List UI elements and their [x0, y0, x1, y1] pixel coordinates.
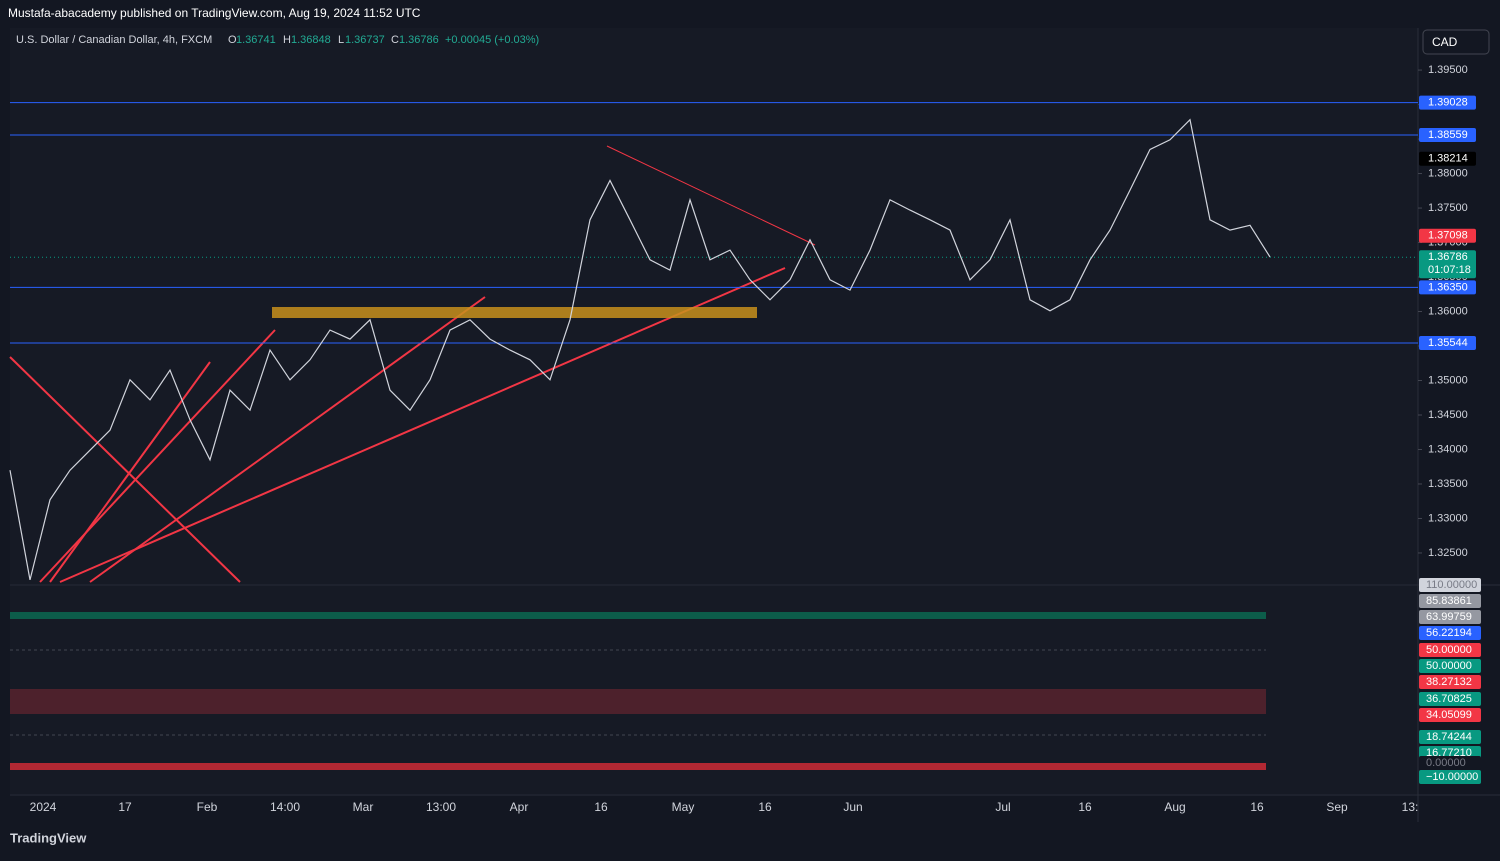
last-price-badge-label: 1.36786: [1428, 251, 1468, 263]
oscillator-badge: [1419, 708, 1481, 722]
supply-zone: [272, 307, 757, 318]
x-tick-label: Sep: [1326, 800, 1348, 814]
oscillator-label: 110.00000: [1426, 579, 1477, 591]
price-pane: [10, 28, 1418, 584]
oscillator-label: 63.99759: [1426, 611, 1472, 623]
oscillator-label: 56.22194: [1426, 627, 1472, 639]
y-tick-label: 1.39500: [1428, 64, 1468, 76]
y-tick-label: 1.35000: [1428, 374, 1468, 386]
oscillator-badge: [1419, 730, 1481, 744]
price-badge: [1419, 151, 1476, 166]
price-badge: [1419, 228, 1476, 243]
y-tick-label: 1.38000: [1428, 167, 1468, 179]
oscillator-label: 50.00000: [1426, 644, 1472, 656]
price-badge-label: 1.37098: [1428, 230, 1468, 242]
oscillator-label: −10.00000: [1426, 771, 1478, 783]
oscillator-badge: [1419, 692, 1481, 706]
currency-button[interactable]: [1422, 29, 1490, 55]
level-badge-label: 1.38559: [1428, 129, 1468, 141]
y-tick-label: 1.37500: [1428, 202, 1468, 214]
drawings: [9, 145, 816, 583]
x-tick-label: 16: [1078, 800, 1092, 814]
y-tick-label: 1.34000: [1428, 443, 1468, 455]
oscillator-badge: [1419, 770, 1481, 784]
oscillator-label: 0.00000: [1426, 757, 1466, 769]
symbol: U.S. Dollar / Canadian Dollar, 4h, FXCM: [16, 34, 212, 46]
oscillator-label: 18.74244: [1426, 731, 1472, 743]
symbol-legend: U.S. Dollar / Canadian Dollar, 4h, FXCM …: [16, 34, 539, 46]
oscillator-badge: [1419, 610, 1481, 624]
oscillator-label: 36.70825: [1426, 693, 1472, 705]
oscillator-band: [10, 689, 1266, 714]
level-badge-label: 1.36350: [1428, 281, 1468, 293]
level-badge-label: 1.39028: [1428, 97, 1468, 109]
level-badge-label: 1.35544: [1428, 337, 1468, 349]
h-value: 1.36848: [291, 34, 331, 46]
x-tick-label: Feb: [197, 800, 218, 814]
oscillator-label: 50.00000: [1426, 660, 1472, 672]
level-badge: [1419, 280, 1476, 295]
h-key: H: [283, 34, 291, 46]
oscillator-badge: [1419, 578, 1481, 592]
x-tick-label: 13:00: [426, 800, 456, 814]
oscillator-label: 16.77210: [1426, 747, 1472, 759]
c-value: 1.36786: [399, 34, 439, 46]
oscillator-badge: [1419, 643, 1481, 657]
x-tick-label: Mar: [353, 800, 374, 814]
x-tick-label: 17: [118, 800, 132, 814]
trend-line: [89, 296, 486, 583]
c-key: C: [391, 34, 399, 46]
y-tick-label: 1.33500: [1428, 478, 1468, 490]
o-key: O: [228, 34, 237, 46]
price-badge-label: 1.38214: [1428, 153, 1468, 165]
trend-line: [49, 361, 211, 583]
price-line: [9, 118, 1271, 581]
y-tick-label: 1.33000: [1428, 512, 1468, 524]
oscillator-badge: [1419, 626, 1481, 640]
x-tick-label: Aug: [1164, 800, 1185, 814]
publisher: Mustafa-abacademy published on TradingVi…: [8, 6, 421, 20]
x-tick-label: Apr: [510, 800, 529, 814]
oscillator-label: 38.27132: [1426, 676, 1472, 688]
x-tick-label: 16: [758, 800, 772, 814]
x-tick-label: May: [672, 800, 695, 814]
l-value: 1.36737: [345, 34, 385, 46]
level-badge: [1419, 335, 1476, 350]
oscillator-pane: [10, 586, 1418, 794]
x-tick-label: Jun: [843, 800, 862, 814]
last-price-badge-timer: 01:07:18: [1428, 264, 1471, 276]
l-key: L: [338, 34, 344, 46]
oscillator-badge: [1419, 594, 1481, 608]
oscillator-badge: [1419, 756, 1481, 770]
level-badge: [1419, 95, 1476, 110]
footer-brand: TradingView: [10, 830, 87, 845]
trend-line: [39, 329, 276, 583]
y-tick-label: 1.34500: [1428, 409, 1468, 421]
level-badge: [1419, 127, 1476, 142]
x-tick-label: Jul: [995, 800, 1010, 814]
trend-line: [59, 267, 786, 583]
x-tick-label: 13:: [1402, 800, 1419, 814]
x-tick-label: 2024: [30, 800, 57, 814]
currency[interactable]: CAD: [1432, 35, 1458, 49]
change: +0.00045 (+0.03%): [445, 34, 539, 46]
oscillator-badge: [1419, 659, 1481, 673]
y-tick-label: 1.36000: [1428, 305, 1468, 317]
oscillator-badge: [1419, 675, 1481, 689]
trend-line: [606, 145, 816, 246]
x-tick-label: 14:00: [270, 800, 300, 814]
x-tick-label: 16: [1250, 800, 1264, 814]
y-tick-label: 1.32500: [1428, 547, 1468, 559]
trend-line: [9, 356, 241, 583]
x-tick-label: 16: [594, 800, 608, 814]
signal-strip: [10, 763, 1266, 770]
last-price-badge: [1419, 250, 1476, 279]
oscillator-label: 85.83861: [1426, 595, 1472, 607]
o-value: 1.36741: [236, 34, 276, 46]
signal-strip: [10, 612, 1266, 619]
oscillator-label: 34.05099: [1426, 709, 1472, 721]
